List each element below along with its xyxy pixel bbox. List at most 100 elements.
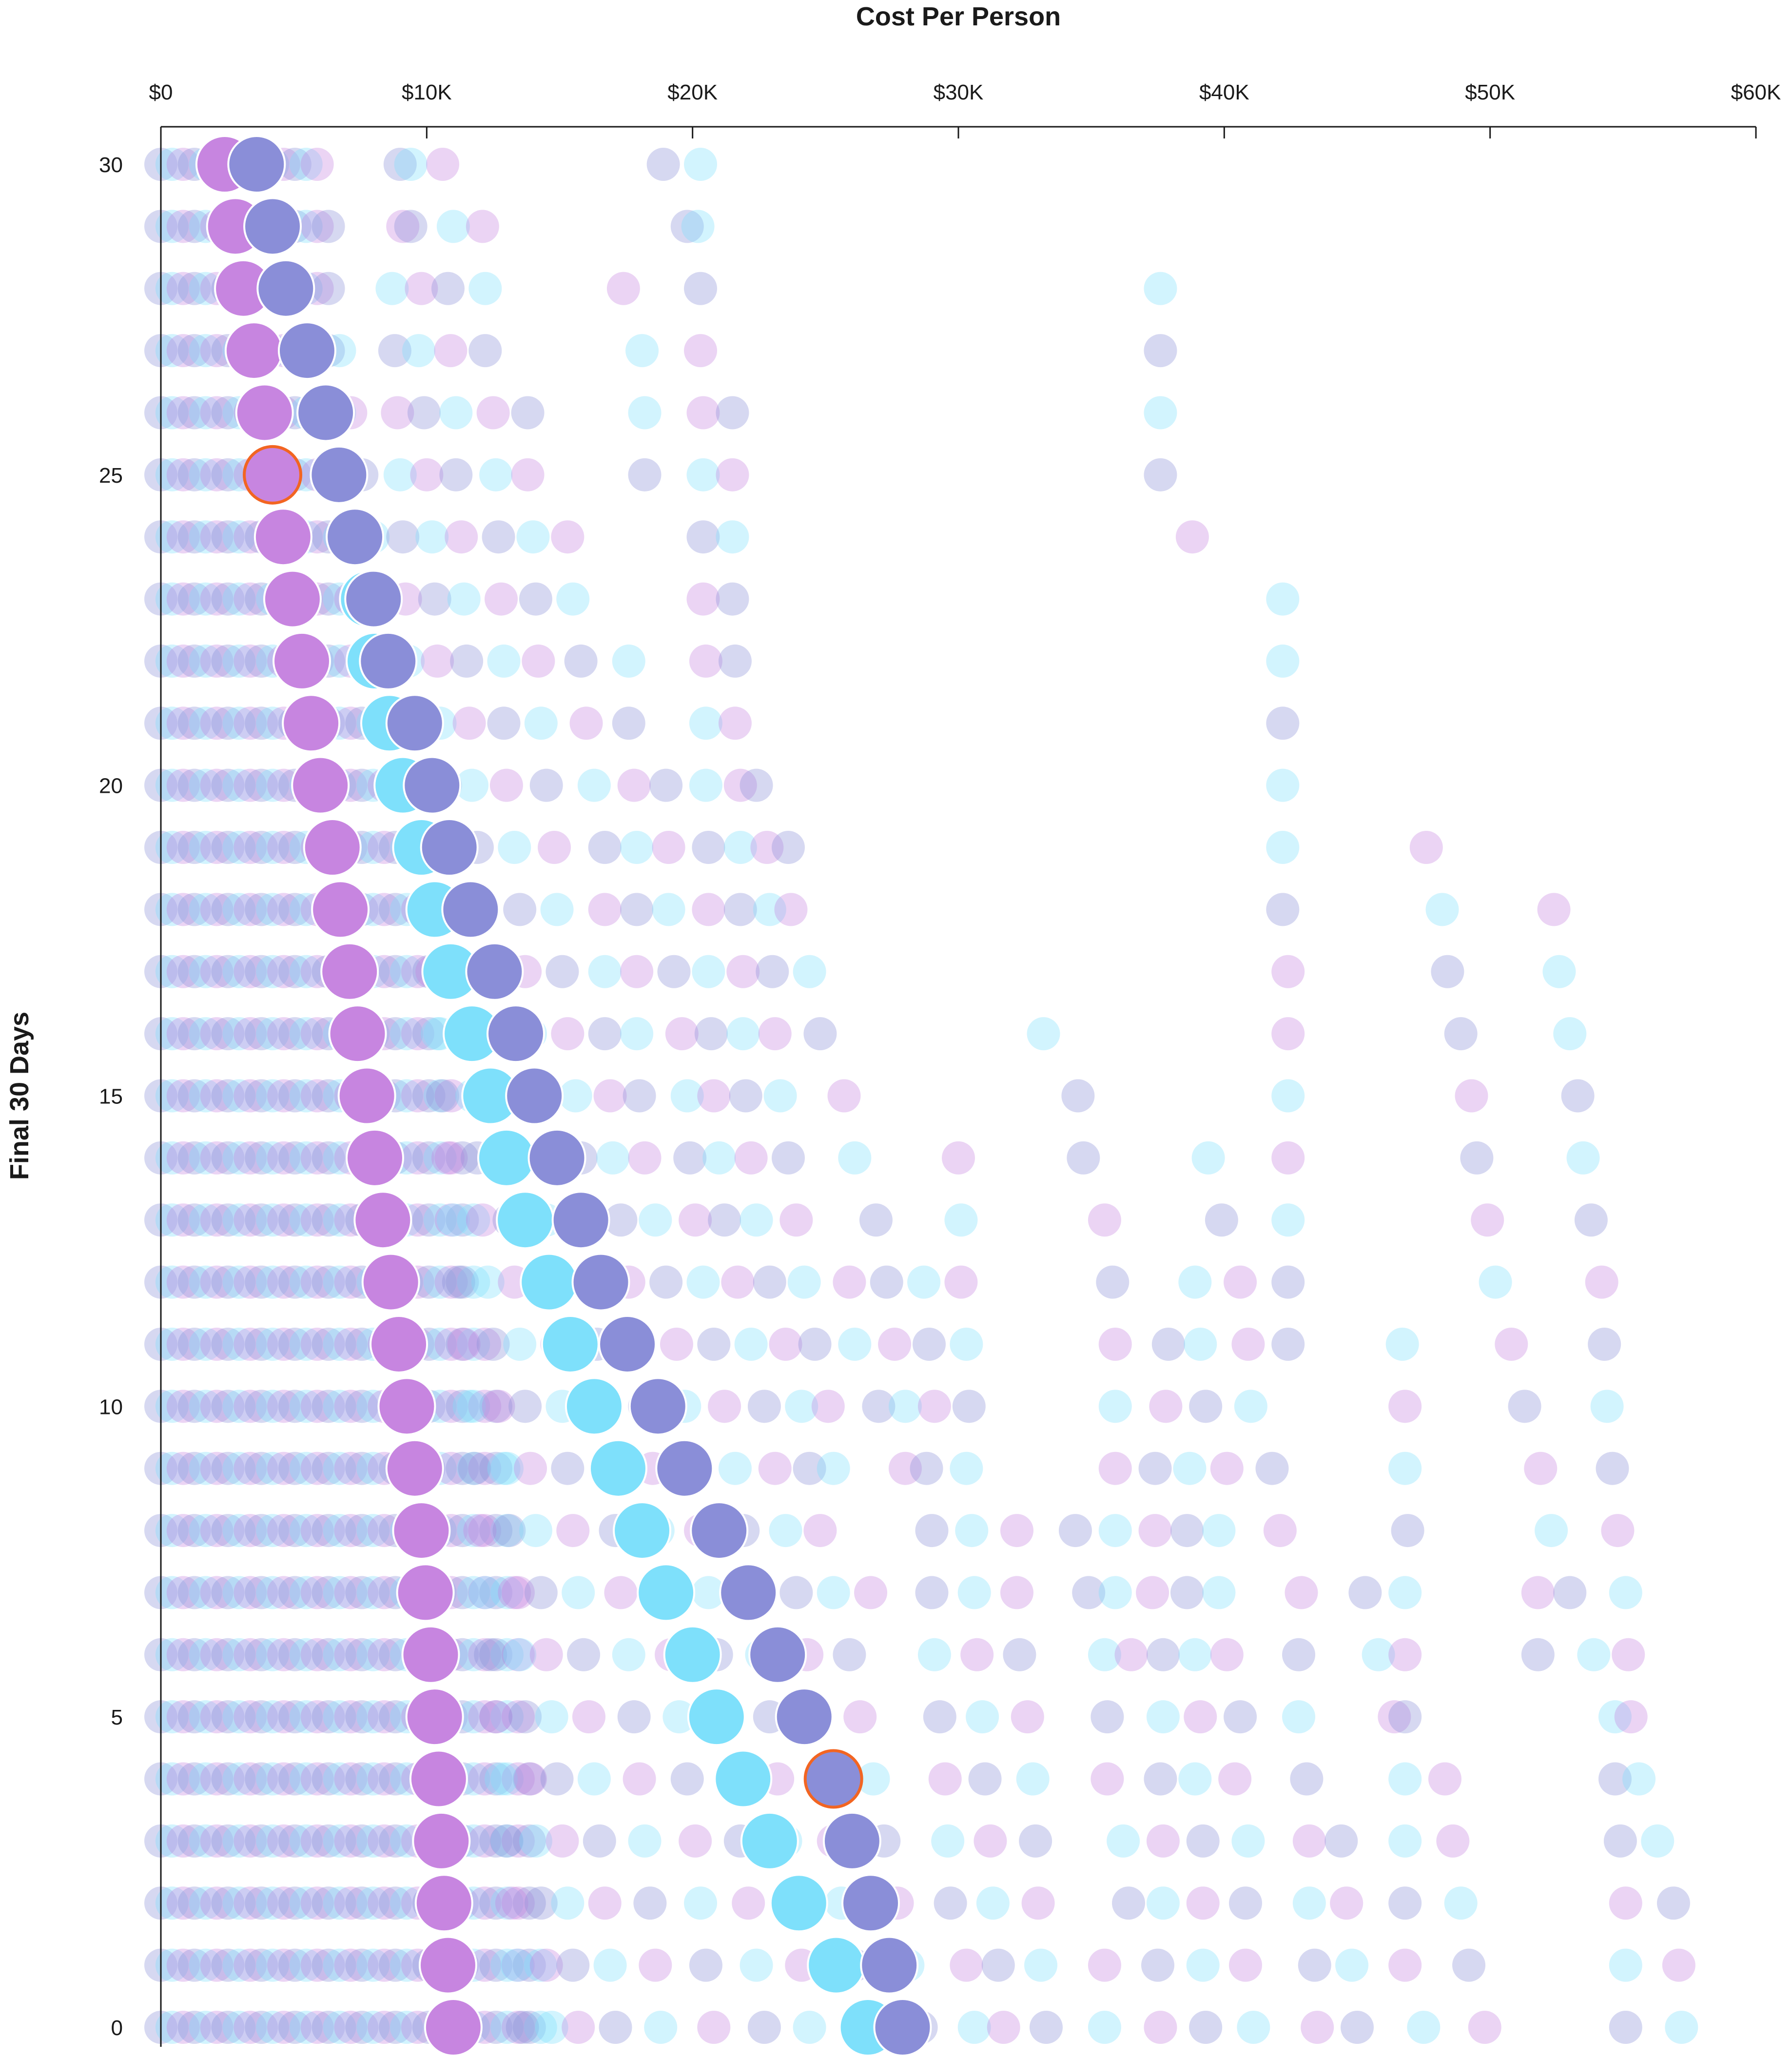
cloud-dot xyxy=(1170,1514,1204,1548)
cloud-dot xyxy=(564,644,598,678)
cloud-dot xyxy=(718,1451,752,1485)
cloud-dot xyxy=(446,1451,479,1485)
cloud-dot xyxy=(356,1886,390,1920)
cloud-dot xyxy=(779,1203,813,1237)
cloud-dot xyxy=(256,893,290,926)
cloud-dot xyxy=(1144,334,1177,368)
cloud-dot xyxy=(312,1327,345,1361)
cloud-dot xyxy=(870,1265,903,1299)
cloud-dot xyxy=(1409,831,1443,864)
cloud-dot xyxy=(312,1700,345,1734)
cloud-dot xyxy=(177,1886,211,1920)
cloud-dot xyxy=(588,893,622,926)
cloud-dot xyxy=(498,1576,531,1609)
cloud-dot xyxy=(300,1824,334,1858)
cloud-dot xyxy=(1553,1576,1587,1609)
cloud-dot xyxy=(222,893,256,926)
cloud-dot xyxy=(562,1576,595,1609)
cloud-dot xyxy=(957,1576,991,1609)
cloud-dot xyxy=(177,1762,211,1796)
highlighted-point xyxy=(803,1749,863,1809)
cloud-dot xyxy=(500,1948,534,1982)
cloud-dot xyxy=(211,831,245,864)
cloud-dot xyxy=(390,1017,423,1051)
cloud-dot xyxy=(300,1948,334,1982)
cloud-dot xyxy=(729,1079,762,1113)
cloud-dot xyxy=(577,768,611,802)
cloud-dot xyxy=(479,458,513,491)
cloud-dot xyxy=(466,1203,499,1237)
cloud-dot xyxy=(300,1390,334,1423)
cloud-dot xyxy=(200,396,234,430)
cloud-dot xyxy=(628,1824,662,1858)
cloud-dot xyxy=(189,582,222,616)
cloud-dot xyxy=(312,1514,345,1548)
cloud-dot xyxy=(1460,1141,1494,1175)
cloud-dot xyxy=(987,2011,1020,2044)
cloud-dot xyxy=(312,272,345,305)
cloud-dot xyxy=(278,1514,312,1548)
cloud-dot xyxy=(1173,1451,1207,1485)
cloud-dot xyxy=(155,1824,189,1858)
cloud-dot xyxy=(888,1390,922,1423)
cloud-dot xyxy=(1231,1327,1265,1361)
cloud-dot xyxy=(256,1141,290,1175)
cloud-dot xyxy=(211,1017,245,1051)
cloud-dot xyxy=(434,1203,468,1237)
cloud-dot xyxy=(468,1514,502,1548)
cloud-dot xyxy=(300,1451,334,1485)
cloud-dot xyxy=(785,1390,818,1423)
cloud-dot xyxy=(734,1141,768,1175)
cloud-dot xyxy=(300,1700,334,1734)
cloud-dot xyxy=(485,582,518,616)
cloud-dot xyxy=(1112,1886,1146,1920)
cloud-dot xyxy=(155,148,189,181)
cloud-dot xyxy=(516,520,550,554)
cloud-dot xyxy=(234,1203,267,1237)
cloud-dot xyxy=(323,1824,356,1858)
cloud-dot xyxy=(189,272,222,305)
cloud-dot xyxy=(771,1141,805,1175)
cloud-dot xyxy=(278,1762,312,1796)
cloud-dot xyxy=(617,1700,651,1734)
series-point-cyan xyxy=(565,1377,623,1436)
cloud-dot xyxy=(278,1079,312,1113)
cloud-dot xyxy=(716,582,749,616)
cloud-dot xyxy=(177,644,211,678)
cloud-dot xyxy=(1178,1762,1212,1796)
cloud-dot xyxy=(155,582,189,616)
axes: $0 $10K $20K $30K $40K $50K $60K 0 5 10 15 20 25 30 xyxy=(99,80,1781,2047)
cloud-dot xyxy=(300,1886,334,1920)
cloud-dot xyxy=(1098,1451,1132,1485)
cloud-dot xyxy=(503,1327,537,1361)
cloud-dot xyxy=(646,148,680,181)
cloud-dot xyxy=(482,520,515,554)
cloud-dot xyxy=(479,1390,513,1423)
cloud-dot xyxy=(769,1514,802,1548)
cloud-dot xyxy=(289,1265,323,1299)
cloud-dot xyxy=(155,1141,189,1175)
cloud-dot xyxy=(684,334,718,368)
cloud-dot xyxy=(278,1203,312,1237)
series-point-purple xyxy=(253,508,312,567)
cloud-dot xyxy=(312,1265,345,1299)
cloud-dot xyxy=(915,1514,949,1548)
cloud-dot xyxy=(702,1141,736,1175)
cloud-dot xyxy=(267,1700,300,1734)
cloud-dot xyxy=(508,1390,542,1423)
series-point-indigo xyxy=(227,135,286,194)
cloud-dot xyxy=(211,1390,245,1423)
cloud-dot xyxy=(345,1824,379,1858)
cloud-dot xyxy=(479,1886,513,1920)
cloud-dot xyxy=(670,210,704,243)
cloud-dot xyxy=(512,1762,546,1796)
series-point-indigo xyxy=(326,508,385,567)
cloud-dot xyxy=(278,1390,312,1423)
cloud-dot xyxy=(278,1886,312,1920)
cloud-dot xyxy=(323,1265,356,1299)
series-point-purple xyxy=(412,1811,471,1870)
series-point-indigo xyxy=(344,569,403,628)
cloud-dot xyxy=(289,955,323,988)
series-point-cyan xyxy=(769,1874,828,1933)
cloud-dot xyxy=(1021,1886,1055,1920)
